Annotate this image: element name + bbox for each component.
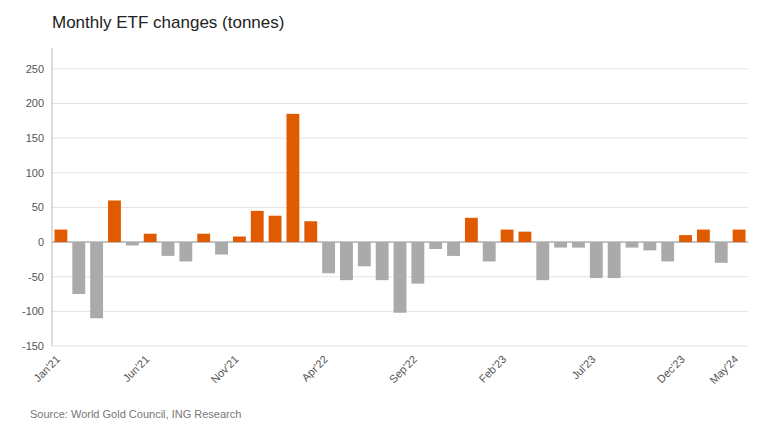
bar <box>679 235 692 242</box>
bar <box>501 230 514 242</box>
bar <box>197 234 210 242</box>
bar <box>554 242 567 248</box>
bar <box>572 242 585 248</box>
y-tick-label: -150 <box>22 340 44 352</box>
y-tick-label: 0 <box>38 236 44 248</box>
grid-line <box>52 346 748 347</box>
bar <box>215 242 228 254</box>
bar <box>251 211 264 242</box>
title: Monthly ETF changes (tonnes) <box>52 13 284 32</box>
bar <box>536 242 549 280</box>
bar <box>72 242 85 294</box>
x-tick-label: Dec'23 <box>654 353 686 385</box>
bar <box>322 242 335 273</box>
y-tick-label: -50 <box>28 271 44 283</box>
grid-line <box>52 103 748 104</box>
x-tick-label: Feb'23 <box>476 353 508 385</box>
y-tick-label: 250 <box>26 63 44 75</box>
bar <box>144 234 157 242</box>
bar <box>590 242 603 278</box>
bar <box>376 242 389 280</box>
bar <box>447 242 460 256</box>
bar <box>626 242 639 248</box>
bar <box>126 242 139 245</box>
y-tick-label: -100 <box>22 305 44 317</box>
bar <box>661 242 674 261</box>
y-tick-label: 200 <box>26 97 44 109</box>
y-axis-line <box>52 48 53 346</box>
bar <box>286 114 299 242</box>
y-tick-label: 100 <box>26 167 44 179</box>
bar <box>54 230 67 242</box>
bar <box>411 242 424 284</box>
x-tick-label: Sep'22 <box>387 353 419 385</box>
x-tick-label: Apr'22 <box>299 353 330 384</box>
bar <box>358 242 371 266</box>
bar <box>608 242 621 278</box>
bar <box>394 242 407 313</box>
grid <box>52 69 748 346</box>
bar <box>483 242 496 261</box>
x-tick-label: Jul'23 <box>569 353 598 382</box>
x-tick-label: Jan'21 <box>31 353 62 384</box>
grid-line <box>52 138 748 139</box>
grid-line <box>52 207 748 208</box>
bar <box>643 242 656 250</box>
bar <box>697 230 710 242</box>
bar <box>340 242 353 280</box>
bar <box>162 242 175 256</box>
x-tick-label: Jun'21 <box>120 353 151 384</box>
bar <box>518 232 531 242</box>
bar <box>90 242 103 318</box>
bars <box>54 114 745 318</box>
source-note: Source: World Gold Council, ING Research <box>30 408 241 420</box>
grid-line <box>52 68 748 69</box>
chart: Monthly ETF changes (tonnes) -150 -100 -50 0… <box>0 0 768 426</box>
grid-line <box>52 172 748 173</box>
bar <box>108 200 121 242</box>
bar <box>269 216 282 242</box>
y-tick-label: 50 <box>32 201 44 213</box>
bar <box>465 218 478 242</box>
bar <box>233 237 246 243</box>
bar <box>429 242 442 249</box>
bar <box>733 230 746 242</box>
bar <box>179 242 192 261</box>
x-tick-label: May'24 <box>707 353 740 386</box>
bar <box>715 242 728 263</box>
x-tick-label: Nov'21 <box>208 353 240 385</box>
y-tick-label: 150 <box>26 132 44 144</box>
bar <box>304 221 317 242</box>
